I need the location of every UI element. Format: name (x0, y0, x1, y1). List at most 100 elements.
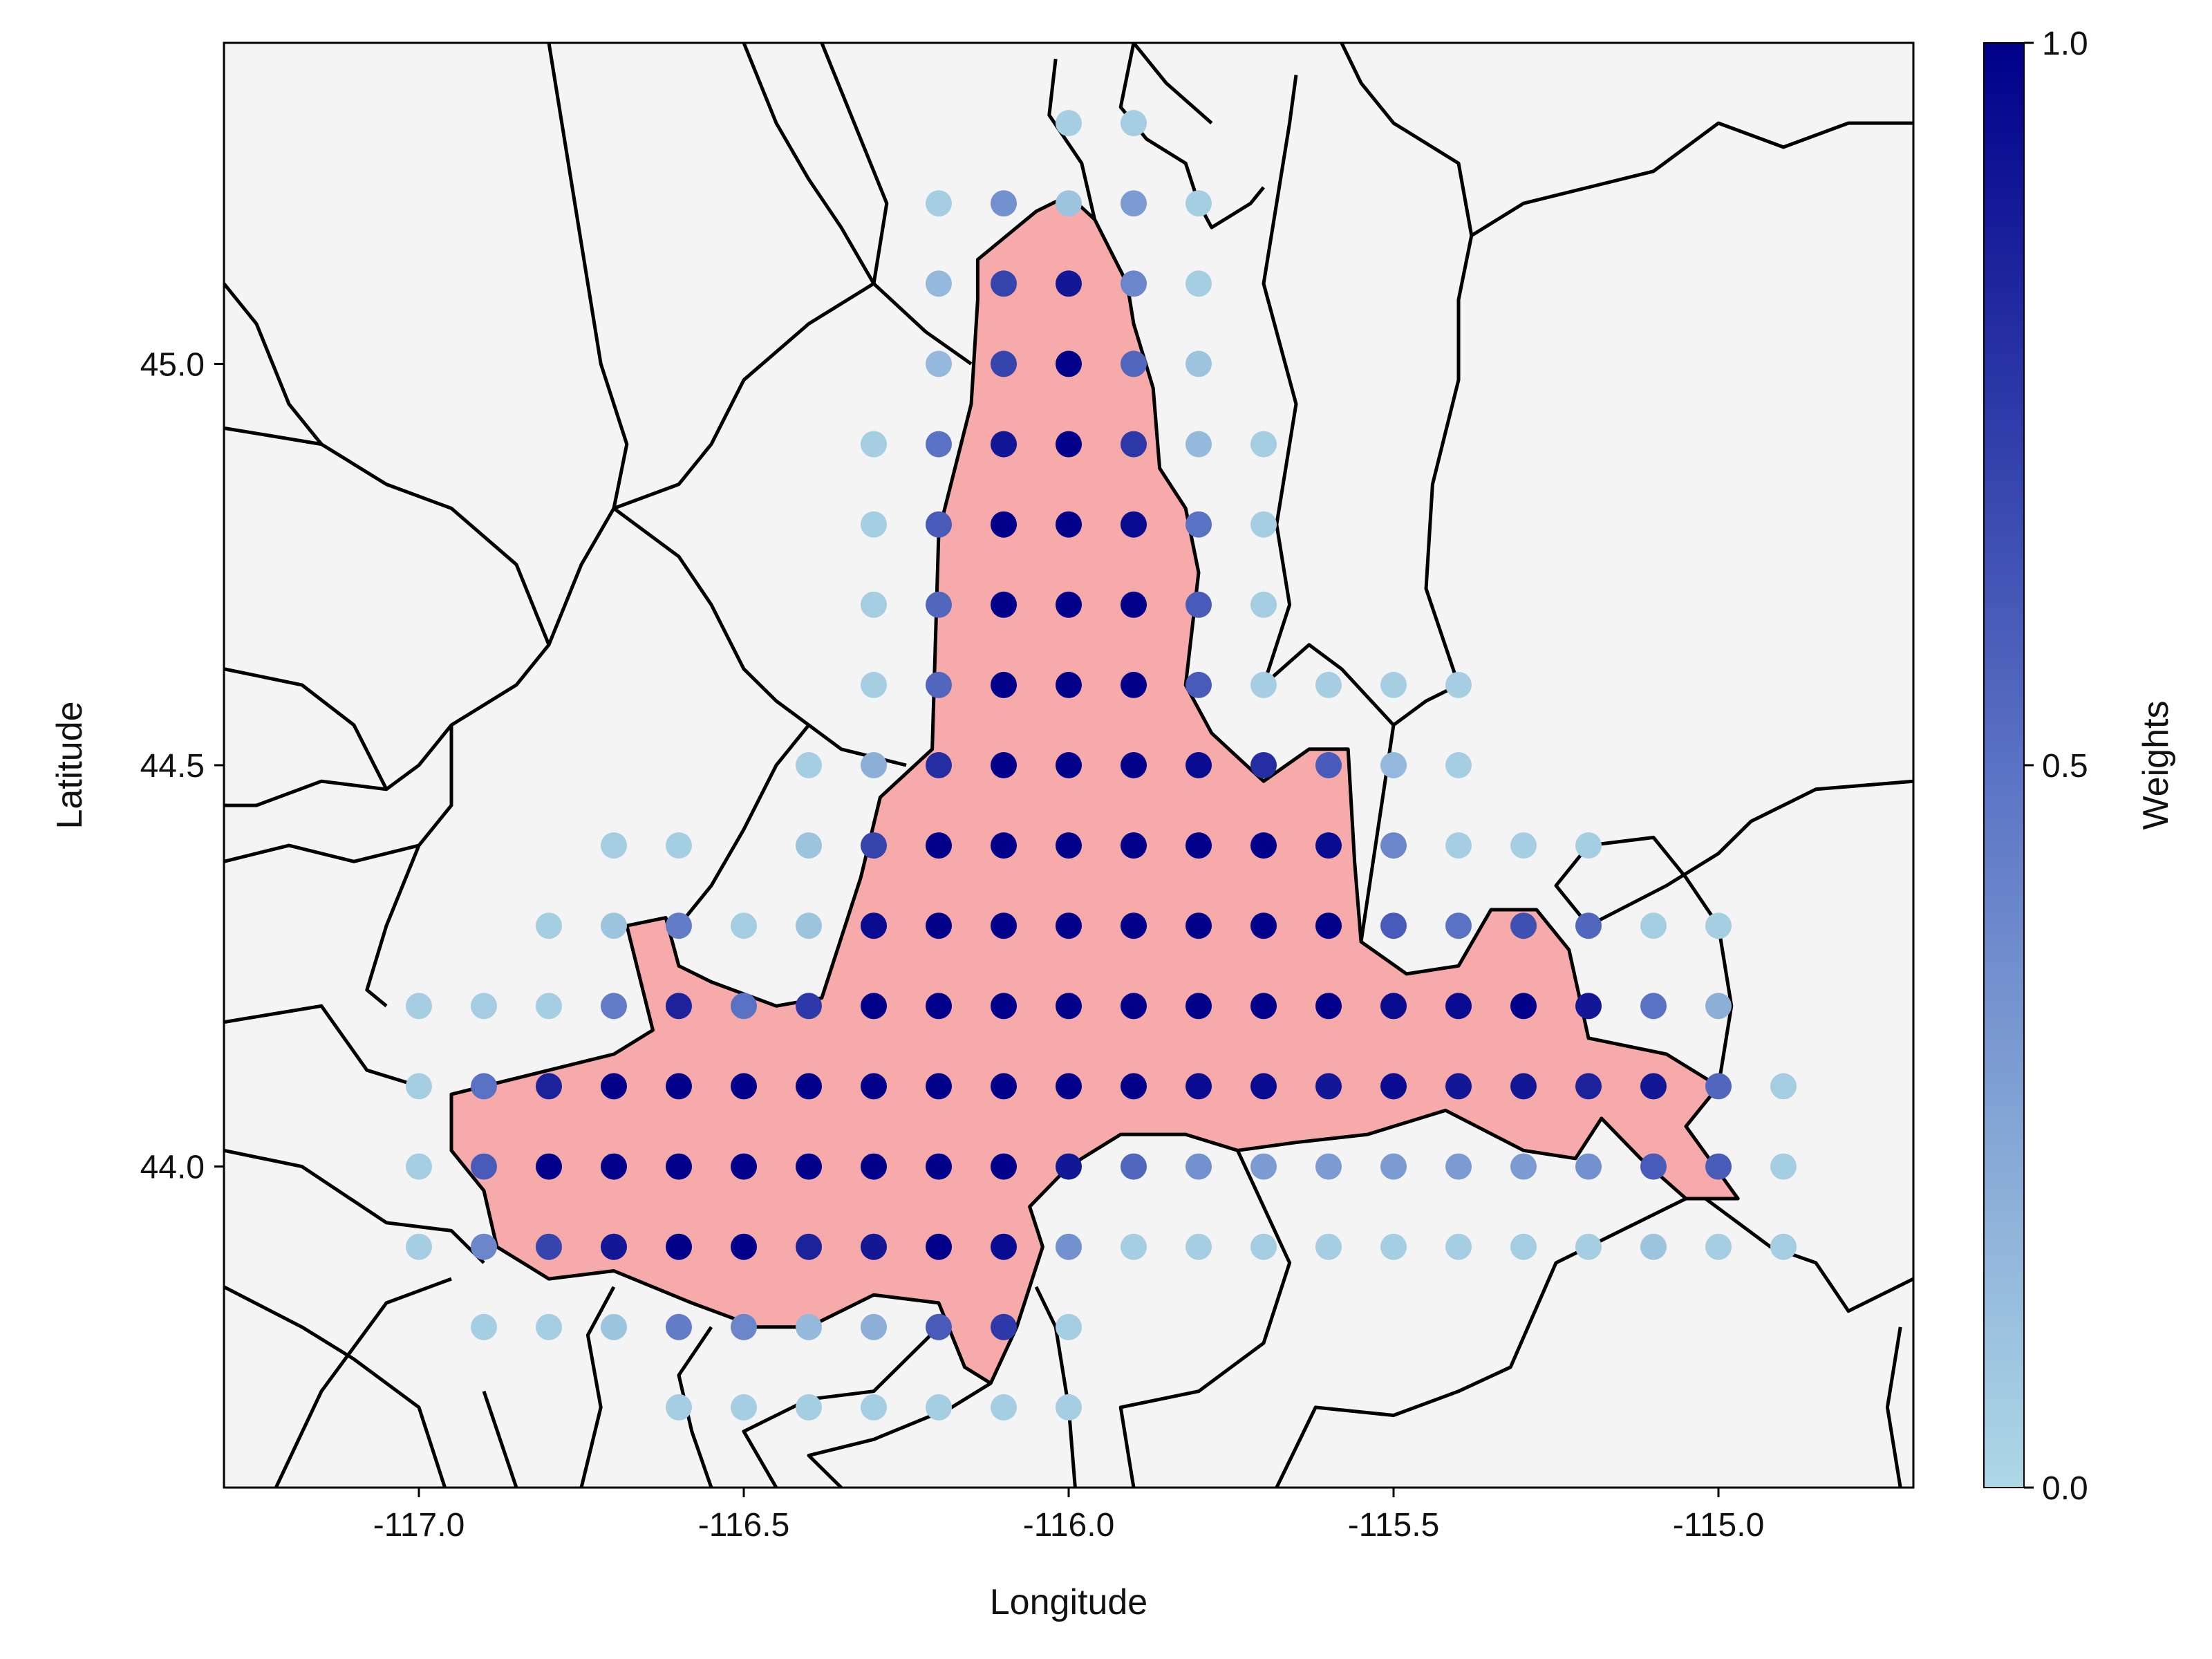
weight-point (1510, 1073, 1537, 1100)
weight-point (1185, 511, 1212, 538)
weight-point (1445, 1233, 1472, 1260)
boundary-line (1132, 43, 1213, 124)
weight-point (731, 912, 757, 939)
weight-point (1380, 1073, 1407, 1100)
boundary-line (224, 1285, 447, 1488)
weight-point (1121, 832, 1147, 859)
weight-point (1380, 912, 1407, 939)
weight-point (991, 1233, 1017, 1260)
weight-point (666, 1073, 692, 1100)
weight-point (1056, 912, 1082, 939)
weight-point (1121, 1073, 1147, 1100)
colorbar (1983, 42, 2025, 1488)
weight-point (796, 912, 822, 939)
weight-point (1250, 1153, 1277, 1180)
weight-point (1121, 270, 1147, 297)
weight-point (1185, 431, 1212, 458)
weight-point (1185, 1153, 1212, 1180)
boundary-line (365, 724, 453, 1008)
weight-point (731, 1153, 757, 1180)
weight-point (536, 1233, 562, 1260)
boundary-line (1275, 1197, 1687, 1488)
boundary-line (1470, 121, 1913, 237)
weight-point (1185, 912, 1212, 939)
weight-point (1185, 270, 1212, 297)
weight-point (1121, 350, 1147, 377)
weight-point (1185, 671, 1212, 698)
y-axis-ticks: 44.0 44.5 45.0 (140, 346, 224, 1186)
weight-point (1510, 993, 1537, 1020)
weight-point (601, 1233, 627, 1260)
weight-point (861, 912, 887, 939)
weight-point (536, 912, 562, 939)
weight-point (861, 1233, 887, 1260)
weight-point (1056, 752, 1082, 778)
weight-point (666, 1153, 692, 1180)
boundary-line (224, 282, 323, 446)
weight-point (1575, 832, 1602, 859)
weight-point (1510, 912, 1537, 939)
boundary-line (224, 843, 420, 863)
weight-point (991, 190, 1017, 217)
weight-point (1315, 832, 1342, 859)
weight-point (601, 993, 627, 1020)
boundary-line (1587, 779, 1913, 928)
weight-point (1056, 110, 1082, 137)
x-tick-label: -115.0 (1673, 1507, 1765, 1544)
weight-point (601, 832, 627, 859)
weight-point (991, 1153, 1017, 1180)
weight-point (1121, 1233, 1147, 1260)
weight-point (1185, 190, 1212, 217)
weight-point (1705, 912, 1732, 939)
boundary-line (224, 1148, 485, 1264)
weight-point (861, 1153, 887, 1180)
weight-point (1380, 752, 1407, 778)
weight-point (406, 1073, 432, 1100)
boundary-line (224, 1004, 420, 1088)
weight-point (666, 1233, 692, 1260)
boundary-line (1262, 643, 1395, 727)
weight-point (666, 832, 692, 859)
weight-point (1250, 993, 1277, 1020)
boundary-line (1885, 1327, 1902, 1488)
weight-point (1640, 1153, 1667, 1180)
weight-point (1250, 671, 1277, 698)
x-tick-label: -115.5 (1348, 1507, 1440, 1544)
selected-region (449, 194, 1740, 1385)
boundary-line (1704, 1197, 1913, 1313)
boundary-line (1118, 1150, 1292, 1488)
weight-point (1056, 591, 1082, 618)
weight-point (1445, 1153, 1472, 1180)
colorbar-ticks: 0.0 0.5 1.0 (2024, 26, 2088, 1507)
weight-point (861, 752, 887, 778)
x-axis-title: Longitude (990, 1582, 1147, 1622)
weight-point (926, 1073, 952, 1100)
weight-point (1056, 1313, 1082, 1340)
weight-point (991, 1313, 1017, 1340)
weight-point (666, 1313, 692, 1340)
weight-point (1250, 431, 1277, 458)
weight-point (926, 1313, 952, 1340)
colorbar-title: Weights (2136, 701, 2176, 830)
weight-point (1445, 1073, 1472, 1100)
weight-point (1121, 591, 1147, 618)
weight-point (1056, 1153, 1082, 1180)
boundary-line (224, 667, 388, 790)
weight-point (1250, 591, 1277, 618)
weight-point (991, 752, 1017, 778)
weight-point (1510, 1233, 1537, 1260)
weight-point (991, 671, 1017, 698)
weight-points (406, 110, 1797, 1421)
boundary-line (1047, 58, 1097, 220)
x-tick-label: -117.0 (373, 1507, 465, 1544)
weight-point (1121, 110, 1147, 137)
weight-point (1315, 671, 1342, 698)
weight-point (1250, 1233, 1277, 1260)
boundary-line (612, 507, 907, 767)
weight-point (1770, 1233, 1797, 1260)
weight-point (861, 671, 887, 698)
y-tick-label: 45.0 (140, 346, 205, 383)
weight-point (926, 431, 952, 458)
weight-point (1250, 1073, 1277, 1100)
weight-point (1315, 1153, 1342, 1180)
